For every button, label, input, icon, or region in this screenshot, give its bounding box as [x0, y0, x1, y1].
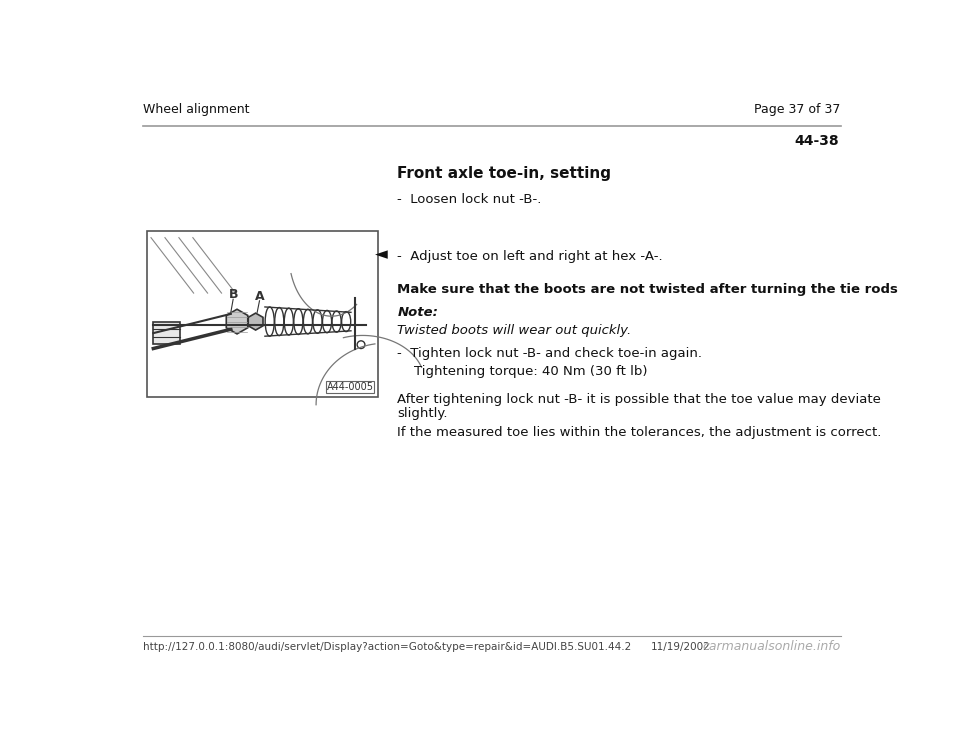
Text: -  Adjust toe on left and right at hex -A-.: - Adjust toe on left and right at hex -A…: [397, 250, 663, 263]
Text: Page 37 of 37: Page 37 of 37: [755, 103, 841, 116]
Ellipse shape: [303, 309, 312, 334]
Circle shape: [357, 341, 365, 349]
Ellipse shape: [313, 310, 322, 333]
Bar: [153, 322, 180, 344]
Ellipse shape: [265, 307, 275, 336]
Text: If the measured toe lies within the tolerances, the adjustment is correct.: If the measured toe lies within the tole…: [397, 427, 882, 439]
Text: 11/19/2002: 11/19/2002: [651, 642, 710, 651]
Text: carmanualsonline.info: carmanualsonline.info: [703, 640, 841, 653]
Text: Wheel alignment: Wheel alignment: [143, 103, 250, 116]
Text: After tightening lock nut -B- it is possible that the toe value may deviate: After tightening lock nut -B- it is poss…: [397, 393, 881, 406]
Bar: [147, 232, 378, 397]
Text: Tightening torque: 40 Nm (30 ft lb): Tightening torque: 40 Nm (30 ft lb): [397, 365, 648, 378]
Text: B: B: [228, 288, 238, 301]
Text: 44-38: 44-38: [795, 134, 839, 148]
Text: Front axle toe-in, setting: Front axle toe-in, setting: [397, 166, 612, 181]
Text: Note:: Note:: [397, 306, 439, 319]
Ellipse shape: [323, 310, 331, 332]
Text: Make sure that the boots are not twisted after turning the tie rods: Make sure that the boots are not twisted…: [397, 283, 899, 296]
Ellipse shape: [284, 308, 294, 335]
Text: A44-0005: A44-0005: [326, 382, 373, 392]
Text: -  Loosen lock nut -B-.: - Loosen lock nut -B-.: [397, 193, 541, 206]
Ellipse shape: [275, 307, 284, 335]
Polygon shape: [249, 313, 263, 330]
Ellipse shape: [332, 311, 341, 332]
Text: A: A: [254, 289, 264, 303]
Bar: [326, 381, 374, 393]
Text: Twisted boots will wear out quickly.: Twisted boots will wear out quickly.: [397, 324, 632, 337]
Text: ◄: ◄: [374, 246, 388, 263]
Polygon shape: [227, 309, 248, 334]
Text: slightly.: slightly.: [397, 407, 448, 420]
Text: -  Tighten lock nut -B- and check toe-in again.: - Tighten lock nut -B- and check toe-in …: [397, 347, 703, 360]
Ellipse shape: [294, 309, 303, 335]
Text: http://127.0.0.1:8080/audi/servlet/Display?action=Goto&type=repair&id=AUDI.B5.SU: http://127.0.0.1:8080/audi/servlet/Displ…: [143, 642, 632, 651]
Ellipse shape: [342, 312, 350, 332]
